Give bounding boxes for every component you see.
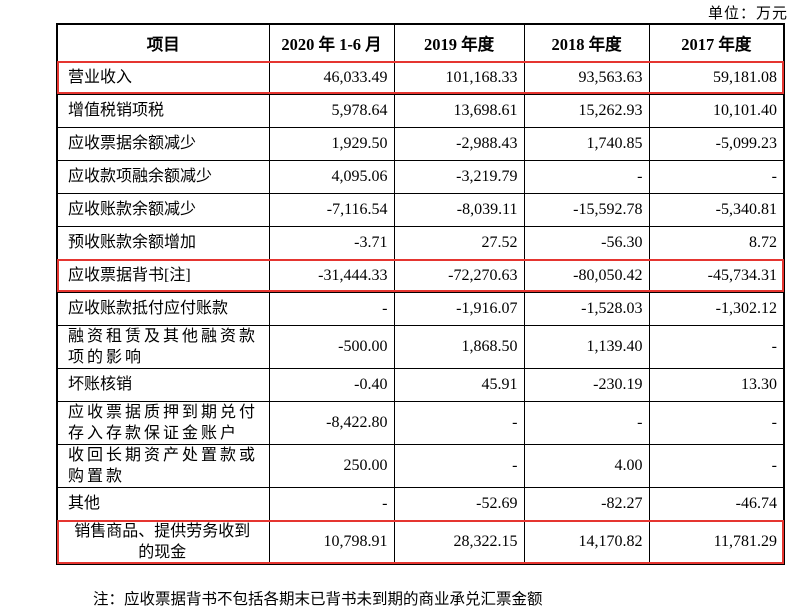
row-value: -0.40	[268, 367, 395, 402]
table-row: 营业收入 46,033.49 101,168.33 93,563.63 59,181.0…	[56, 60, 785, 95]
row-value: 15,262.93	[523, 93, 650, 128]
row-value: 46,033.49	[268, 60, 395, 95]
row-value: -8,422.80	[268, 400, 395, 445]
row-value: -7,116.54	[268, 192, 395, 227]
row-value: -31,444.33	[268, 258, 395, 293]
row-label: 增值税销项税	[56, 93, 270, 128]
row-value: 28,322.15	[393, 519, 525, 564]
row-value: -82.27	[523, 486, 650, 521]
row-label: 其他	[56, 486, 270, 521]
row-value: 4.00	[523, 443, 650, 488]
table-row: 应收账款抵付应付账款 - -1,916.07 -1,528.03 -1,302.12	[56, 291, 785, 326]
row-label: 坏账核销	[56, 367, 270, 402]
row-value: 10,101.40	[648, 93, 785, 128]
table-row: 融资租赁及其他融资款 项的影响 -500.00 1,868.50 1,139.40-	[56, 324, 785, 369]
table-row: 应收票据余额减少 1,929.50 -2,988.43 1,740.85 -5,099.…	[56, 126, 785, 161]
row-value: -3.71	[268, 225, 395, 260]
row-value: 1,868.50	[393, 324, 525, 369]
row-value: 27.52	[393, 225, 525, 260]
header-2018: 2018 年度	[523, 23, 650, 62]
header-2019: 2019 年度	[393, 23, 525, 62]
row-value: -52.69	[393, 486, 525, 521]
table-body: 营业收入 46,033.49 101,168.33 93,563.63 59,181.0…	[56, 60, 785, 564]
table-row: 增值税销项税 5,978.64 13,698.61 15,262.93 10,101.4…	[56, 93, 785, 128]
row-label: 应收款项融余额减少	[56, 159, 270, 194]
row-value: 13.30	[648, 367, 785, 402]
row-value: 45.91	[393, 367, 525, 402]
header-item-column: 项目	[56, 23, 270, 62]
row-value: -45,734.31	[648, 258, 785, 293]
row-value: -	[648, 159, 785, 194]
unit-label: 单位：万元	[707, 6, 788, 22]
row-value: 10,798.91	[268, 519, 395, 564]
row-value: -5,340.81	[648, 192, 785, 227]
row-value: -	[268, 486, 395, 521]
footnote: 注：应收票据背书不包括各期末已背书未到期的商业承兑汇票金额	[93, 591, 543, 608]
table-row: 应收账款余额减少 -7,116.54 -8,039.11 -15,592.78 -5,3…	[56, 192, 785, 227]
row-value: -	[523, 159, 650, 194]
row-value: 250.00	[268, 443, 395, 488]
row-value: -	[393, 443, 525, 488]
row-value: 13,698.61	[393, 93, 525, 128]
row-value: 4,095.06	[268, 159, 395, 194]
row-label: 预收账款余额增加	[56, 225, 270, 260]
table-row: 销售商品、提供劳务收到 的现金 10,798.91 28,322.15 14,170.…	[56, 519, 785, 564]
row-value: 14,170.82	[523, 519, 650, 564]
table-row: 应收票据背书[注] -31,444.33 -72,270.63 -80,050.42-…	[56, 258, 785, 293]
financial-table: 项目 2020 年 1-6 月 2019 年度 2018 年度 2017 年度 …	[56, 23, 785, 565]
row-label: 应收票据余额减少	[56, 126, 270, 161]
table-row: 收回长期资产处置款或 购置款 250.00-4.00-	[56, 443, 785, 488]
row-value: -8,039.11	[393, 192, 525, 227]
row-label: 应收票据背书[注]	[56, 258, 270, 293]
row-value: 1,139.40	[523, 324, 650, 369]
header-2017: 2017 年度	[648, 23, 785, 62]
row-label: 融资租赁及其他融资款 项的影响	[56, 324, 270, 369]
table-row: 其他 - -52.69 -82.27 -46.74	[56, 486, 785, 521]
row-value: -500.00	[268, 324, 395, 369]
header-2020-h1: 2020 年 1-6 月	[268, 23, 395, 62]
header-row: 项目 2020 年 1-6 月 2019 年度 2018 年度 2017 年度	[56, 23, 785, 62]
row-value: -	[648, 443, 785, 488]
row-value: -46.74	[648, 486, 785, 521]
row-value: 8.72	[648, 225, 785, 260]
row-value: -230.19	[523, 367, 650, 402]
row-value: -	[393, 400, 525, 445]
row-value: -	[523, 400, 650, 445]
row-label: 应收账款余额减少	[56, 192, 270, 227]
row-value: -1,302.12	[648, 291, 785, 326]
row-label: 销售商品、提供劳务收到 的现金	[56, 519, 270, 564]
row-value: 101,168.33	[393, 60, 525, 95]
row-value: 1,929.50	[268, 126, 395, 161]
row-value: -72,270.63	[393, 258, 525, 293]
table-row: 坏账核销 -0.40 45.91 -230.19 13.30	[56, 367, 785, 402]
row-value: -	[648, 400, 785, 445]
row-value: -5,099.23	[648, 126, 785, 161]
row-value: -1,528.03	[523, 291, 650, 326]
row-value: -15,592.78	[523, 192, 650, 227]
row-value: -80,050.42	[523, 258, 650, 293]
table-row: 应收款项融余额减少 4,095.06 -3,219.79- -	[56, 159, 785, 194]
row-label: 营业收入	[56, 60, 270, 95]
row-value: -	[648, 324, 785, 369]
row-label: 应收票据质押到期兑付 存入存款保证金账户	[56, 400, 270, 445]
row-value: -1,916.07	[393, 291, 525, 326]
row-value: 11,781.29	[648, 519, 785, 564]
table-row: 应收票据质押到期兑付 存入存款保证金账户 -8,422.80- - -	[56, 400, 785, 445]
row-value: 59,181.08	[648, 60, 785, 95]
row-value: -2,988.43	[393, 126, 525, 161]
row-value: 1,740.85	[523, 126, 650, 161]
row-label: 应收账款抵付应付账款	[56, 291, 270, 326]
row-value: -56.30	[523, 225, 650, 260]
row-value: 5,978.64	[268, 93, 395, 128]
table-row: 预收账款余额增加 -3.71 27.52 -56.30 8.72	[56, 225, 785, 260]
row-value: -3,219.79	[393, 159, 525, 194]
row-value: -	[268, 291, 395, 326]
row-value: 93,563.63	[523, 60, 650, 95]
row-label: 收回长期资产处置款或 购置款	[56, 443, 270, 488]
